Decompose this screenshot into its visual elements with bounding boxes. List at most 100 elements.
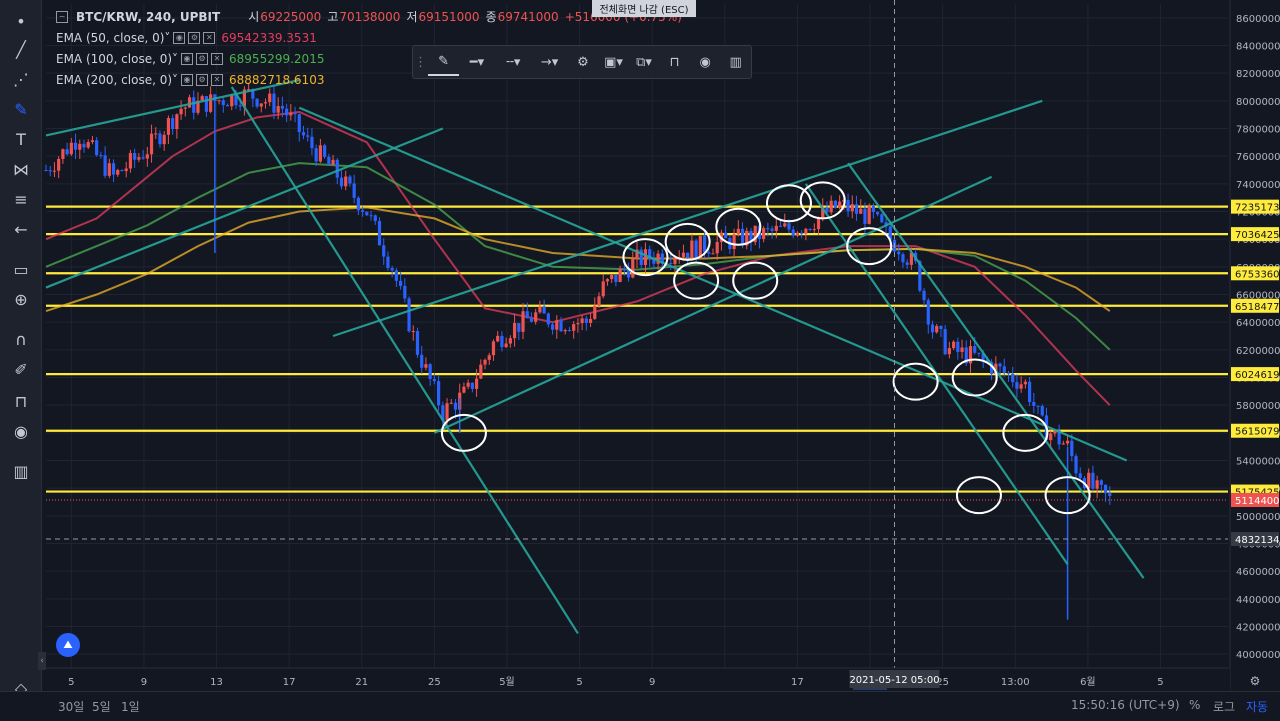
settings-icon[interactable]: ⚙ bbox=[196, 52, 209, 65]
candle-body bbox=[791, 229, 795, 236]
settings-icon[interactable]: ⚙ bbox=[188, 31, 201, 44]
candle bbox=[272, 84, 276, 120]
indicator-value: 68955299.2015 bbox=[229, 51, 325, 66]
magnet-icon[interactable]: ∩ bbox=[15, 329, 27, 349]
eye-icon[interactable]: ◉ bbox=[14, 421, 28, 441]
candle bbox=[141, 150, 145, 160]
price-tick-label: 58000000 bbox=[1236, 401, 1280, 412]
drag-handle-icon[interactable]: ⋮ bbox=[414, 54, 428, 70]
price-axis-bg bbox=[1230, 0, 1280, 692]
candle-body bbox=[1002, 366, 1006, 373]
candle-body bbox=[854, 204, 859, 214]
eye-icon[interactable]: ◉ bbox=[181, 73, 194, 86]
trash-icon[interactable]: ▥ bbox=[729, 54, 742, 70]
candle-body bbox=[821, 207, 825, 218]
fib-icon[interactable]: ⋰ bbox=[13, 69, 29, 89]
indicator-row[interactable]: EMA (100, close, 0) ˅ ◉ ⚙ ✕ 68955299.2015 bbox=[56, 51, 325, 66]
text-icon[interactable]: T bbox=[16, 129, 26, 149]
candle-body bbox=[377, 221, 382, 246]
last-price-label-bg bbox=[1231, 493, 1279, 508]
candle bbox=[1099, 479, 1103, 492]
timeframe-5d[interactable]: 5일 bbox=[92, 700, 111, 714]
candle bbox=[361, 206, 365, 217]
lock-icon[interactable]: ⊓ bbox=[14, 391, 28, 411]
log-toggle[interactable]: 로그 bbox=[1213, 700, 1236, 714]
candle-body bbox=[314, 148, 318, 162]
price-tick-label: 66000000 bbox=[1236, 291, 1280, 302]
level-price-label-bg bbox=[1231, 298, 1279, 313]
candle bbox=[652, 251, 656, 270]
chart-logo[interactable]: ⛰ bbox=[56, 633, 80, 657]
candle bbox=[1061, 440, 1065, 445]
clone-icon[interactable]: ⧉▾ bbox=[636, 54, 652, 70]
indicator-row[interactable]: EMA (200, close, 0) ˅ ◉ ⚙ ✕ 68882718.6103 bbox=[56, 72, 325, 87]
crosshair-icon[interactable]: • bbox=[16, 11, 26, 31]
candle-body bbox=[580, 318, 584, 324]
timeframe-30d[interactable]: 30일 bbox=[58, 700, 85, 714]
lock-icon[interactable]: ⊓ bbox=[669, 54, 680, 70]
trendline-icon[interactable]: ╱ bbox=[16, 39, 26, 59]
close-icon[interactable]: ✕ bbox=[203, 31, 216, 44]
collapse-arrow-icon[interactable]: ‹ bbox=[38, 652, 46, 670]
candle bbox=[677, 250, 681, 264]
candle-body bbox=[48, 170, 52, 172]
candle-body bbox=[871, 205, 875, 213]
ruler-icon[interactable]: ▭ bbox=[13, 259, 29, 279]
candle-body bbox=[631, 258, 635, 278]
candle bbox=[344, 170, 348, 191]
candle bbox=[1070, 434, 1074, 462]
back-arrow-icon[interactable]: ← bbox=[14, 219, 28, 239]
collapse-icon[interactable]: − bbox=[56, 10, 68, 23]
settings-icon[interactable]: ⚙ bbox=[577, 54, 589, 70]
candle-body bbox=[111, 163, 116, 175]
eye-icon[interactable]: ◉ bbox=[699, 54, 711, 70]
candle-body bbox=[555, 320, 559, 330]
candle bbox=[196, 92, 200, 116]
candle bbox=[221, 97, 225, 113]
template-icon[interactable]: ▣▾ bbox=[604, 54, 623, 70]
prediction-icon[interactable]: ≡ bbox=[14, 189, 28, 209]
candle-body bbox=[905, 262, 909, 265]
close-icon[interactable]: ✕ bbox=[211, 52, 224, 65]
trash-icon[interactable]: ▥ bbox=[13, 461, 29, 481]
candle-body bbox=[445, 403, 449, 421]
close-icon[interactable]: ✕ bbox=[211, 73, 224, 86]
line-style-icon[interactable]: ━▾ bbox=[469, 54, 485, 70]
eye-icon[interactable]: ◉ bbox=[181, 52, 194, 65]
settings-icon[interactable]: ⚙ bbox=[196, 73, 209, 86]
symbol-row: − BTC/KRW, 240, UPBIT 시 69225000 고 7013800… bbox=[56, 6, 682, 27]
candle-body bbox=[415, 331, 420, 355]
candle bbox=[1040, 404, 1044, 417]
percent-toggle[interactable]: % bbox=[1189, 698, 1201, 712]
zoom-icon[interactable]: ⊕ bbox=[14, 289, 28, 309]
crosshair-time-bg bbox=[849, 670, 940, 688]
timeframe-1d[interactable]: 1일 bbox=[121, 700, 140, 714]
exit-fullscreen-hint[interactable]: 전체화면 나감 (ESC) bbox=[592, 0, 696, 17]
auto-toggle[interactable]: 자동 bbox=[1246, 700, 1269, 714]
price-tick-label: 62000000 bbox=[1236, 346, 1280, 357]
price-tick-label: 86000000 bbox=[1236, 14, 1280, 25]
indicator-row[interactable]: EMA (50, close, 0) ˅ ◉ ⚙ ✕ 69542339.3531 bbox=[56, 30, 317, 45]
candle bbox=[356, 196, 360, 216]
symbol-title[interactable]: BTC/KRW, 240, UPBIT bbox=[76, 9, 221, 24]
line-end-icon[interactable]: →▾ bbox=[540, 54, 559, 70]
candle-body bbox=[711, 253, 715, 255]
ema-line bbox=[45, 110, 1111, 406]
pencil-icon[interactable]: ✎ bbox=[428, 48, 459, 76]
candle bbox=[407, 296, 411, 333]
brush-icon[interactable]: ✎ bbox=[14, 99, 28, 119]
pattern-icon[interactable]: ⋈ bbox=[13, 159, 29, 179]
candle-body bbox=[960, 347, 964, 352]
eye-icon[interactable]: ◉ bbox=[173, 31, 186, 44]
indicator-label[interactable]: EMA (100, close, 0) bbox=[56, 51, 173, 66]
indicator-label[interactable]: EMA (50, close, 0) bbox=[56, 30, 165, 45]
clock[interactable]: 15:50:16 (UTC+9) bbox=[1071, 698, 1180, 712]
candle-body bbox=[816, 217, 821, 230]
candle-body bbox=[576, 323, 580, 325]
candle bbox=[428, 362, 432, 386]
indicator-label[interactable]: EMA (200, close, 0) bbox=[56, 72, 173, 87]
lock-drawing-icon[interactable]: ✐ bbox=[14, 359, 28, 379]
line-start-icon[interactable]: ╌▾ bbox=[506, 54, 521, 70]
candle bbox=[48, 165, 52, 177]
